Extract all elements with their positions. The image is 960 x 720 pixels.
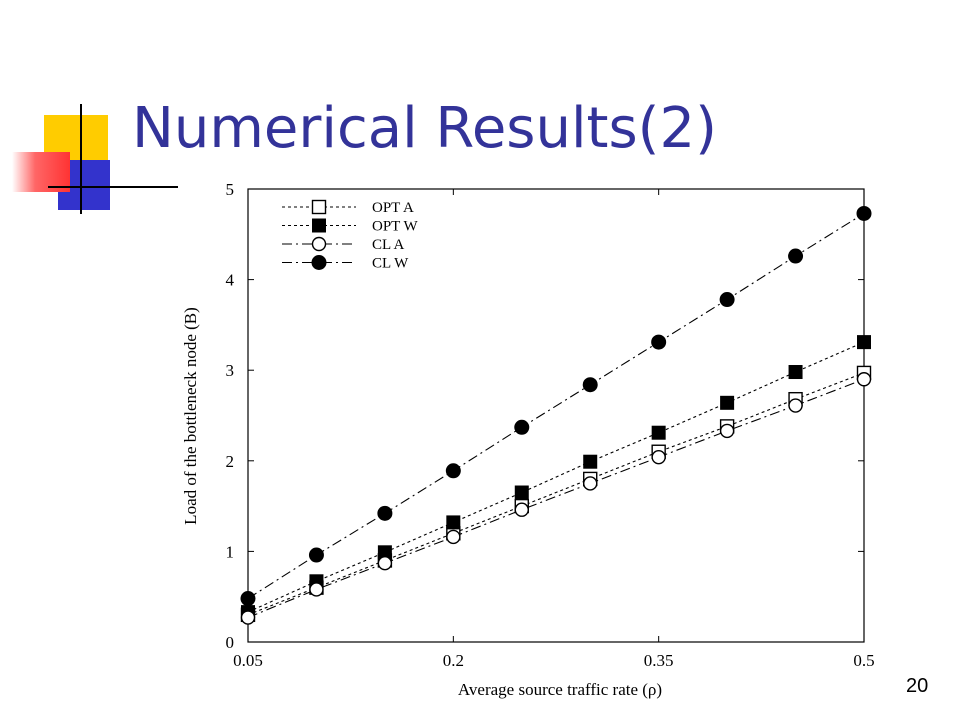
- y-tick-label: 0: [226, 633, 235, 652]
- x-tick-label: 0.35: [644, 651, 674, 670]
- decor-red-square: [12, 152, 70, 192]
- data-point: [240, 591, 256, 607]
- series-layer: [240, 205, 872, 625]
- data-point: [719, 292, 735, 308]
- data-point: [446, 515, 461, 530]
- slide-number: 20: [906, 675, 929, 697]
- data-point: [514, 485, 529, 500]
- legend-item: OPT W: [282, 218, 419, 235]
- legend-item: OPT A: [282, 199, 414, 216]
- x-axis-label: Average source traffic rate (ρ): [458, 680, 662, 699]
- legend: OPT A OPT W CL A CL W: [282, 199, 419, 272]
- data-point: [651, 449, 666, 465]
- series-line: [247, 341, 865, 613]
- legend-marker: [311, 199, 327, 215]
- data-point: [720, 395, 735, 410]
- decor-horizontal-line: [48, 186, 178, 188]
- data-point: [308, 547, 324, 563]
- data-point: [514, 419, 530, 435]
- data-point: [583, 476, 598, 491]
- y-tick-label: 5: [226, 180, 235, 199]
- legend-label: CL A: [372, 237, 405, 253]
- plot-border: [247, 188, 865, 643]
- data-point: [856, 372, 872, 387]
- axis-ticks: 0.05 0.2 0.35 0.5 0 1 2 3 4 5: [226, 180, 875, 670]
- y-tick-label: 2: [226, 452, 235, 471]
- series-line: [247, 372, 865, 616]
- data-point: [583, 454, 598, 469]
- legend-label: OPT A: [372, 200, 414, 216]
- legend-item: CL W: [282, 255, 409, 272]
- data-point: [309, 582, 324, 597]
- series-opt-a: [240, 365, 872, 623]
- y-tick-label: 3: [226, 361, 235, 380]
- legend-label: CL W: [372, 256, 409, 272]
- legend-item: CL A: [282, 236, 405, 253]
- data-point: [857, 335, 871, 350]
- data-point: [788, 398, 803, 413]
- data-point: [719, 423, 735, 439]
- data-point: [651, 334, 667, 350]
- legend-marker: [311, 236, 327, 252]
- data-point: [446, 529, 461, 545]
- data-point: [582, 377, 598, 393]
- series-opt-w: [241, 335, 871, 620]
- y-tick-label: 1: [226, 542, 235, 561]
- data-point: [788, 365, 803, 380]
- data-point: [377, 555, 393, 571]
- legend-marker: [312, 218, 326, 233]
- data-point: [788, 248, 804, 264]
- legend-marker: [311, 255, 327, 270]
- y-tick-label: 4: [226, 271, 235, 290]
- data-point: [240, 610, 256, 625]
- legend-label: OPT W: [372, 219, 419, 235]
- slide-title: Numerical Results(2): [132, 96, 717, 161]
- series-cl-w: [240, 205, 872, 607]
- series-line: [247, 378, 865, 619]
- decor-vertical-line: [80, 104, 82, 214]
- data-point: [856, 205, 872, 221]
- data-point: [514, 502, 529, 517]
- data-point: [377, 505, 393, 521]
- series-cl-a: [240, 372, 872, 625]
- series-line: [247, 212, 865, 599]
- data-point: [651, 425, 666, 440]
- x-tick-label: 0.05: [233, 651, 263, 670]
- data-point: [445, 463, 461, 479]
- y-axis-label: Load of the bottleneck node (B): [181, 307, 200, 525]
- x-tick-label: 0.2: [443, 651, 464, 670]
- x-tick-label: 0.5: [853, 651, 874, 670]
- plot-frame: [247, 188, 865, 643]
